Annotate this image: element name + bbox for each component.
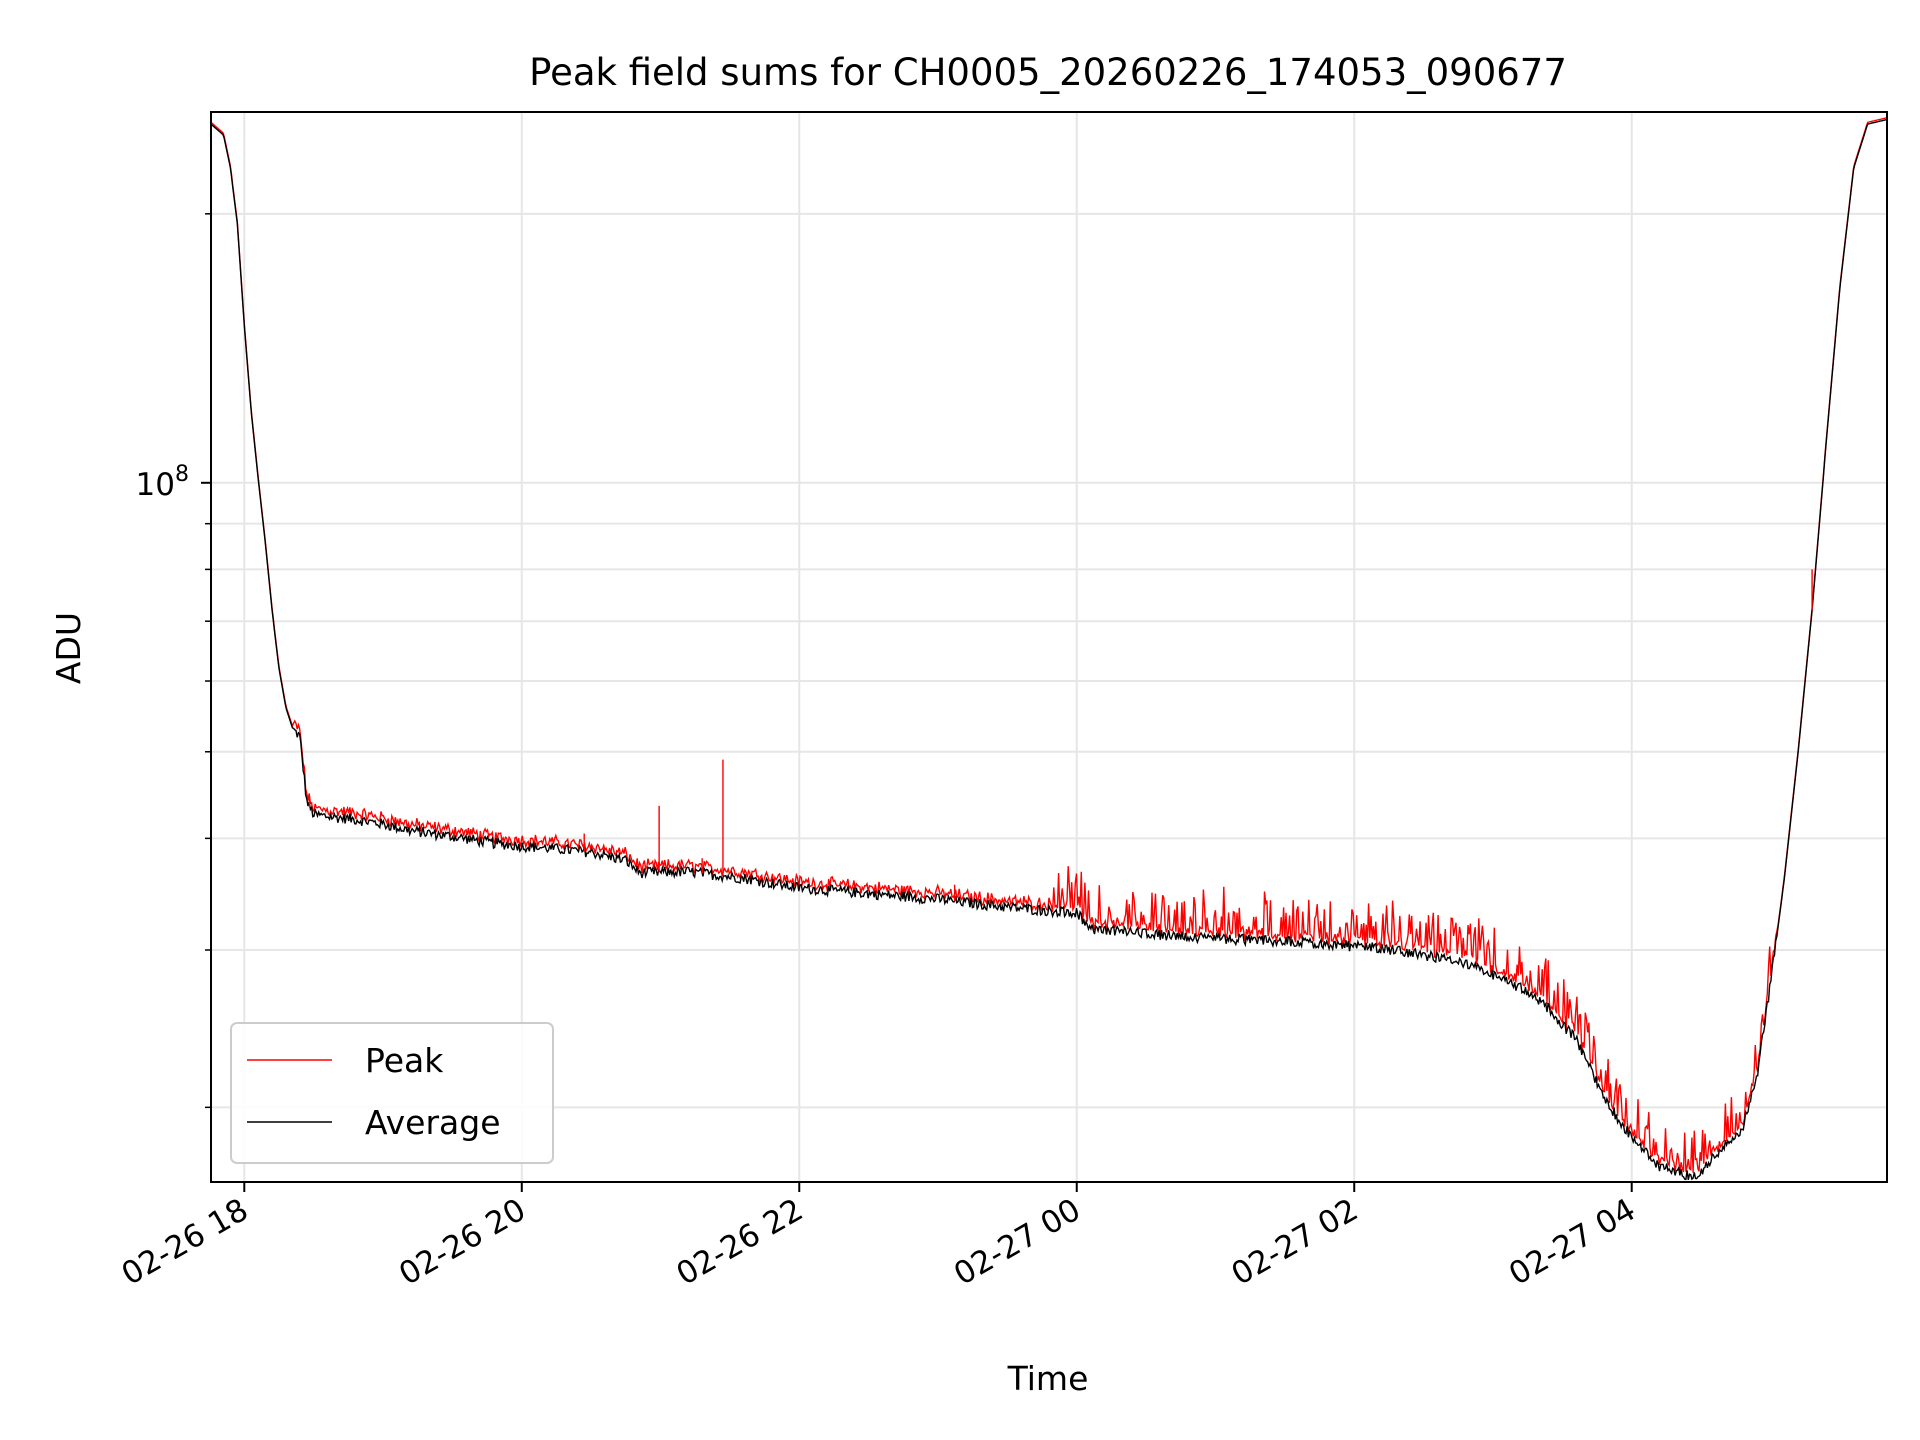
legend-label-average: Average bbox=[365, 1103, 501, 1142]
y-axis-label: ADU bbox=[49, 612, 88, 684]
plot-frame bbox=[210, 111, 1888, 1183]
legend: Peak Average bbox=[230, 1022, 554, 1164]
grid bbox=[211, 112, 1887, 1182]
legend-box bbox=[230, 1022, 554, 1164]
series-layer bbox=[210, 117, 1888, 1181]
legend-label-peak: Peak bbox=[365, 1041, 444, 1080]
x-axis-label: Time bbox=[1007, 1359, 1089, 1398]
series-peak-line bbox=[210, 117, 1888, 1173]
series-average-line bbox=[210, 118, 1888, 1181]
y-tick-label-1e8: 108 bbox=[136, 462, 189, 503]
chart-title: Peak field sums for CH0005_20260226_1740… bbox=[529, 51, 1567, 94]
